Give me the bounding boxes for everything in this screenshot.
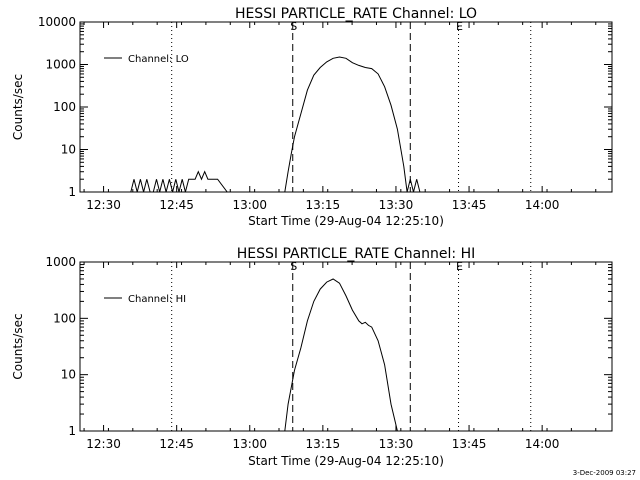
time-marker-label: E [456,260,463,273]
time-marker-label: S [290,260,297,273]
chart-title: HESSI PARTICLE_RATE Channel: LO [235,6,477,22]
plot-frame [79,261,613,432]
x-tick-label: 13:00 [232,198,267,212]
y-tick-label: 100 [53,311,76,325]
x-tick-label: 14:00 [525,198,560,212]
footer-timestamp: 3-Dec-2009 03:27 [573,469,636,477]
legend-label: Channel: LO [128,54,189,65]
series-line [121,56,424,192]
x-tick-label: 13:30 [379,437,414,451]
y-tick-label: 10 [61,368,76,382]
x-tick-label: 13:45 [452,198,487,212]
y-tick-label: 10 [61,143,76,157]
x-tick-label: 12:45 [159,437,194,451]
plot-frame [79,21,613,193]
x-tick-label: 13:00 [232,437,267,451]
y-tick-label: 1 [68,424,76,438]
x-tick-label: 12:30 [86,198,121,212]
x-tick-label: 13:30 [379,198,414,212]
x-tick-label: 12:45 [159,198,194,212]
y-axis-label: Counts/sec [11,313,25,379]
panel-lo: HESSI PARTICLE_RATE Channel: LO 12:30 12:4… [11,6,613,228]
y-tick-label: 10000 [38,15,76,29]
x-tick-label: 12:30 [86,437,121,451]
time-marker-label: S [290,20,297,33]
x-tick-label: 13:45 [452,437,487,451]
x-tick-label: 14:00 [525,437,560,451]
x-axis-label: Start Time (29-Aug-04 12:25:10) [248,214,444,228]
y-axis-label: Counts/sec [11,74,25,140]
y-tick-label: 100 [53,100,76,114]
x-tick-label: 13:15 [306,437,341,451]
series-line [284,278,398,431]
y-tick-label: 1 [68,185,76,199]
panel-hi: HESSI PARTICLE_RATE Channel: HI 12:30 12:4… [11,246,613,468]
time-marker-label: E [456,20,463,33]
chart-title: HESSI PARTICLE_RATE Channel: HI [237,246,475,262]
legend-label: Channel: HI [128,294,186,305]
y-tick-label: 1000 [45,255,76,269]
x-axis-label: Start Time (29-Aug-04 12:25:10) [248,454,444,468]
x-tick-label: 13:15 [306,198,341,212]
y-tick-label: 1000 [45,58,76,72]
